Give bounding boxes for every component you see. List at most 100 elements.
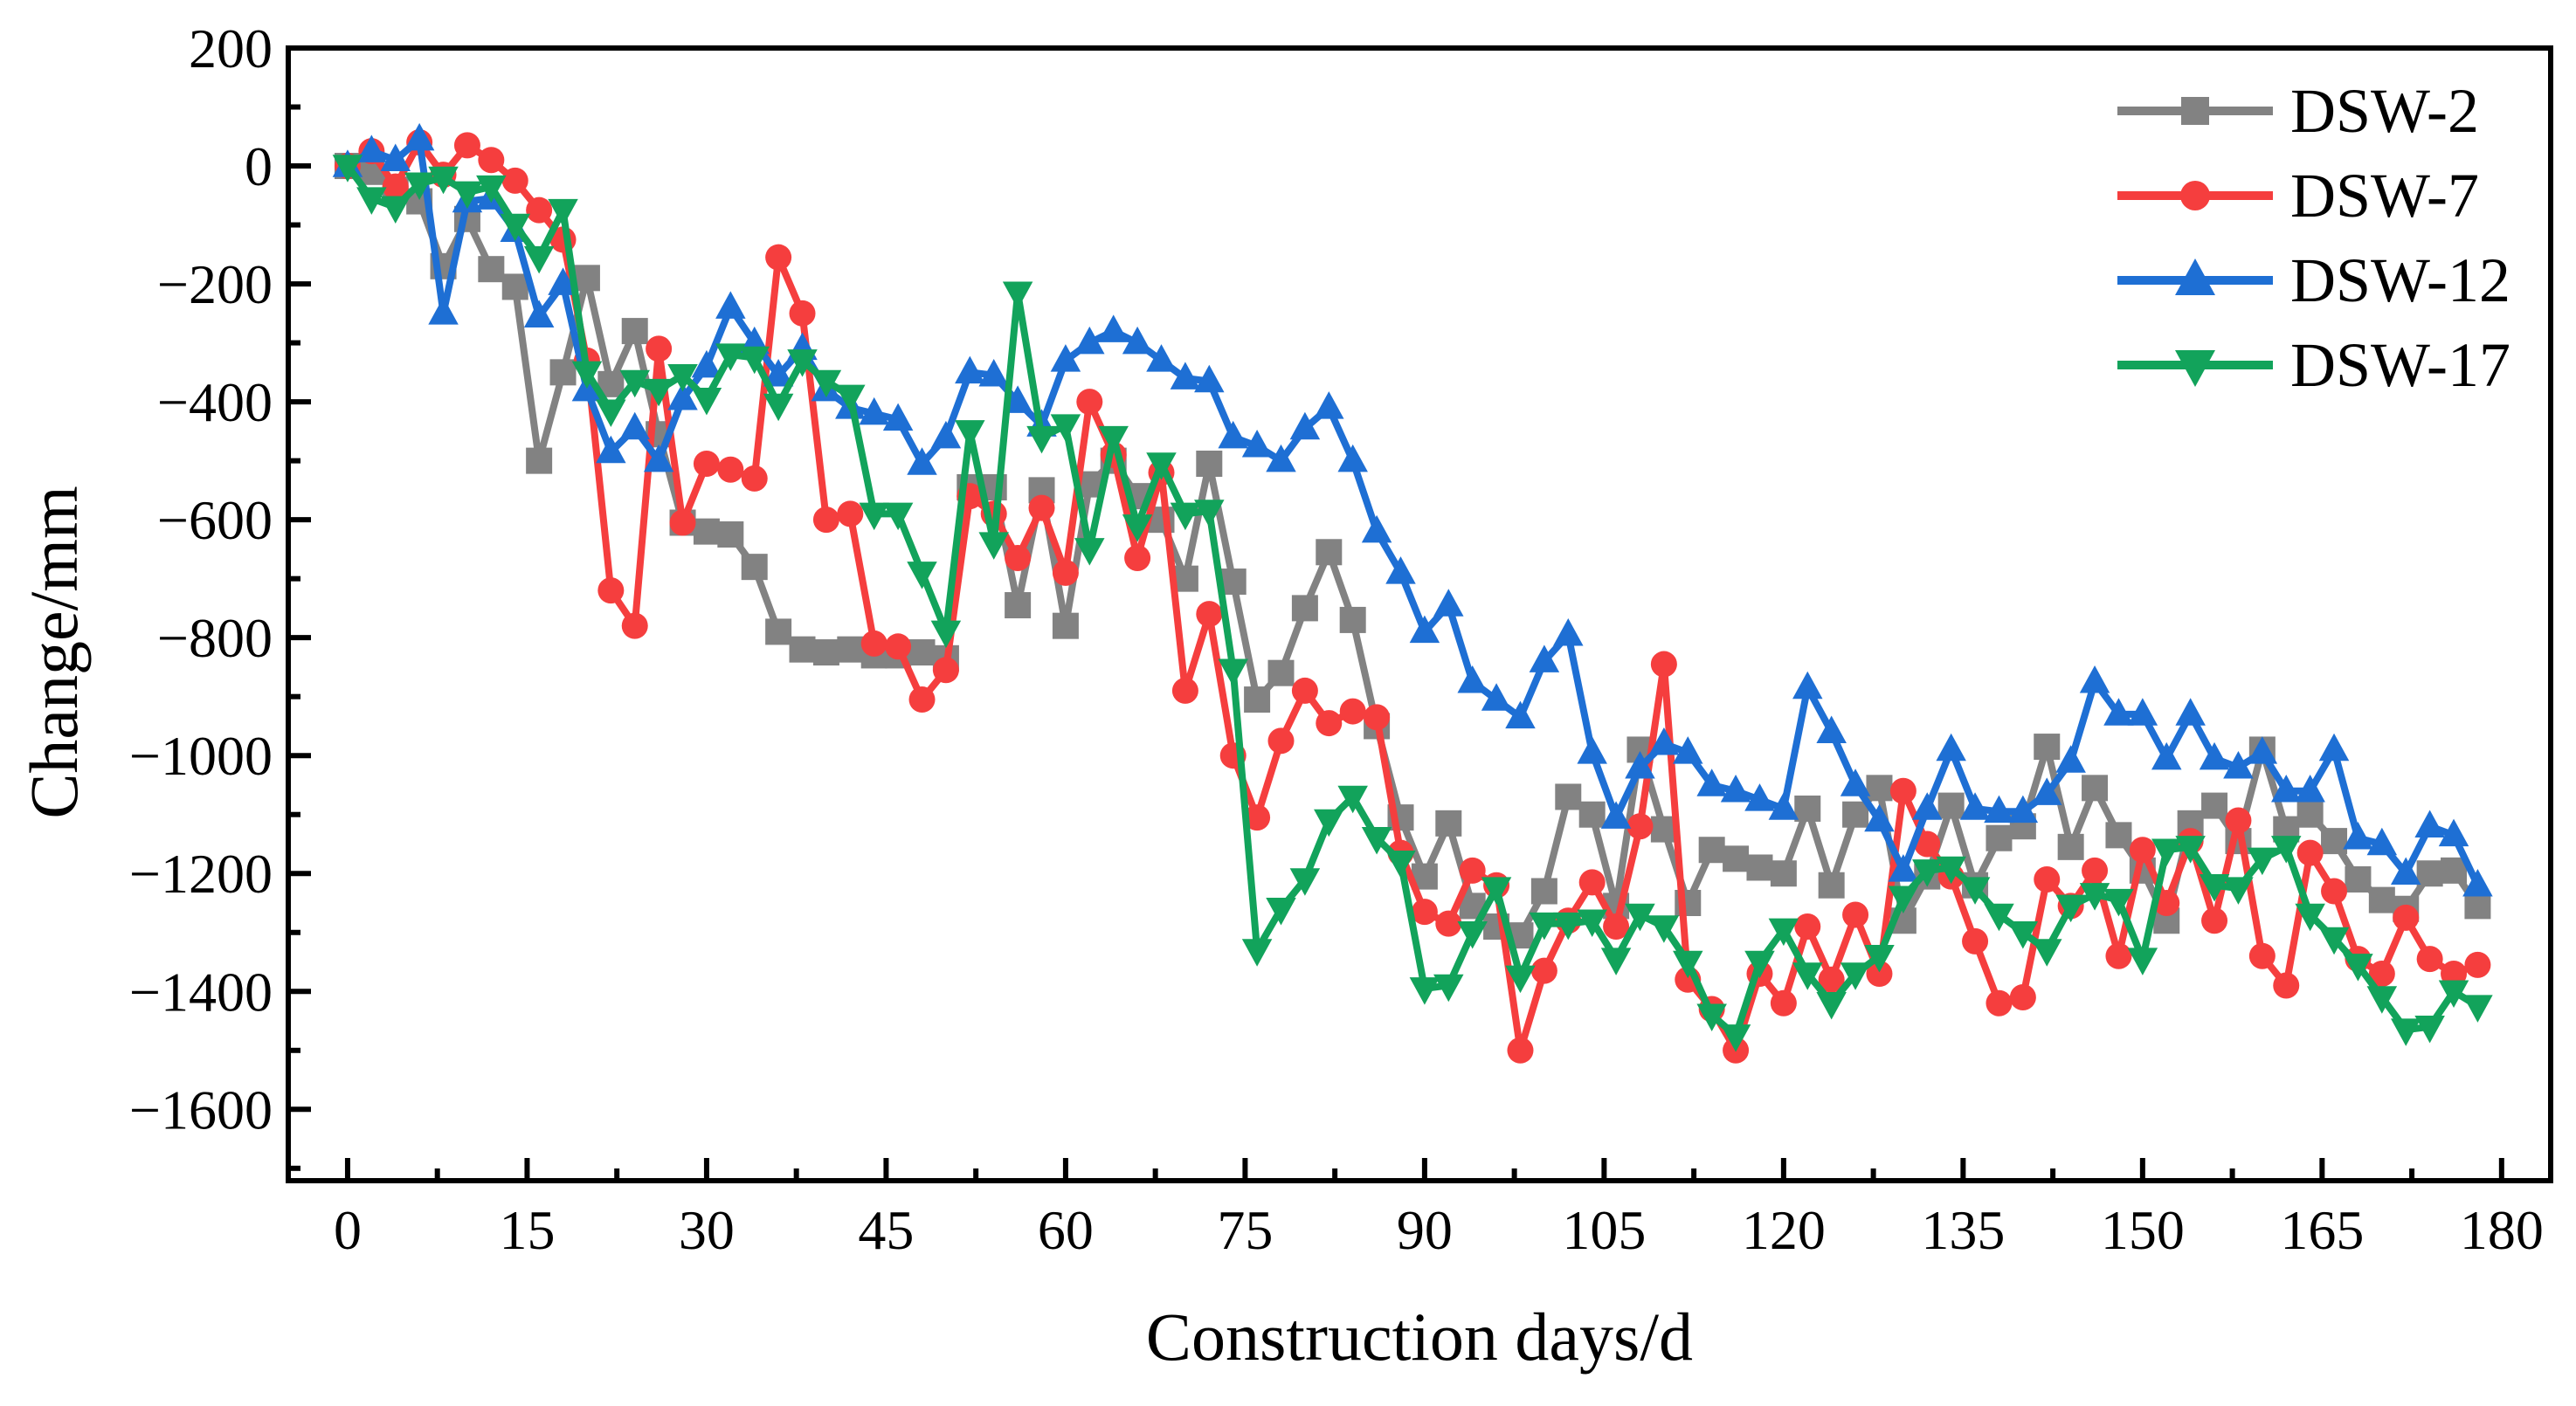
series-DSW-17-marker <box>404 172 435 201</box>
series-DSW-12-marker <box>667 382 698 410</box>
series-DSW-12-marker <box>1481 683 1512 711</box>
series-DSW-17-marker <box>907 562 937 589</box>
series-DSW-17-marker <box>1409 977 1440 1005</box>
series-DSW-12-marker <box>2462 868 2493 897</box>
series-DSW-2-marker <box>2368 886 2395 913</box>
series-DSW-17-marker <box>667 363 698 392</box>
series-DSW-12-marker <box>1959 792 1991 820</box>
series-DSW-12-marker <box>1266 444 1296 472</box>
series-DSW-2-marker <box>1746 854 1773 881</box>
series-DSW-12-marker <box>1600 801 1632 829</box>
series-DSW-2-marker <box>1196 450 1223 477</box>
series-DSW-7-marker <box>2416 946 2443 973</box>
series-DSW-12-marker <box>1912 792 1943 820</box>
x-tick-label: 105 <box>1562 1199 1646 1261</box>
series-DSW-12-marker <box>619 411 650 440</box>
series-DSW-12-marker <box>930 420 962 449</box>
series-DSW-2-marker <box>1435 810 1462 837</box>
series-DSW-12-marker <box>1433 589 1464 617</box>
series-DSW-2-marker <box>1267 659 1295 686</box>
series-DSW-17-marker <box>1266 897 1296 926</box>
legend-swatch-dsw-2 <box>2117 96 2273 125</box>
series-DSW-12-marker <box>2295 774 2325 803</box>
series-DSW-2-marker <box>501 273 528 300</box>
series-DSW-17-marker <box>2151 838 2182 866</box>
series-DSW-7-marker <box>382 173 409 200</box>
series-DSW-17-marker <box>1146 452 1177 480</box>
series-DSW-2-marker <box>1937 792 1965 819</box>
series-DSW-7-marker <box>1889 777 1916 804</box>
series-DSW-17-marker <box>1361 826 1392 855</box>
series-DSW-7-marker <box>1770 989 1797 1017</box>
series-DSW-17-marker <box>1481 877 1512 905</box>
series-DSW-2-marker <box>1986 824 2013 851</box>
series-DSW-7-marker <box>1842 901 1869 928</box>
series-DSW-12-marker <box>1170 362 1201 389</box>
series-DSW-12-marker <box>859 396 889 425</box>
series-DSW-17-marker <box>1314 809 1344 837</box>
series-DSW-7-marker <box>693 450 720 477</box>
series-DSW-12-marker <box>1553 618 1584 646</box>
legend-swatch-dsw-12 <box>2117 258 2273 295</box>
series-DSW-17-marker <box>691 387 722 416</box>
series-DSW-12-marker <box>2366 827 2398 856</box>
series-DSW-17-marker <box>1648 915 1680 943</box>
legend-item-dsw-12[interactable]: DSW-12 <box>2112 238 2510 322</box>
series-DSW-2-marker <box>1052 612 1079 639</box>
series-DSW-7-marker <box>1244 804 1271 831</box>
series-DSW-2-marker <box>2082 775 2109 802</box>
series-DSW-17-marker <box>1433 974 1464 1003</box>
x-tick-label: 135 <box>1921 1199 2005 1261</box>
series-DSW-12-marker <box>1720 774 1751 803</box>
series-DSW-17-marker <box>596 399 626 427</box>
series-DSW-17-marker <box>1074 538 1105 566</box>
x-axis-title: Construction days/d <box>1145 1299 1694 1375</box>
series-DSW-17-marker <box>835 384 866 413</box>
plot-border <box>286 45 2553 1183</box>
series-DSW-7-marker <box>1339 698 1366 725</box>
legend-item-dsw-7[interactable]: DSW-7 <box>2112 153 2510 238</box>
legend-marker-square <box>2181 96 2209 125</box>
series-DSW-7-marker <box>2393 904 2420 931</box>
y-tick-label: −600 <box>157 489 273 551</box>
series-DSW-2-marker <box>741 554 768 581</box>
legend-label: DSW-17 <box>2290 329 2510 400</box>
series-DSW-7-marker <box>2034 865 2061 893</box>
series-DSW-17-marker <box>548 198 578 227</box>
series-DSW-12-marker <box>1122 326 1153 355</box>
series-DSW-7-marker <box>908 686 936 713</box>
series-DSW-2-marker <box>549 359 577 386</box>
series-DSW-2-marker <box>478 256 505 283</box>
y-tick-label: 0 <box>245 135 273 197</box>
series-DSW-7-marker <box>2129 837 2156 864</box>
series-DSW-17-marker <box>2103 888 2134 917</box>
series-DSW-17-marker <box>1529 912 1560 941</box>
series-DSW-12-marker <box>1696 768 1727 796</box>
series-DSW-12-marker <box>1936 733 1966 762</box>
series-DSW-7-marker <box>1866 961 1893 988</box>
series-DSW-7-marker <box>765 244 792 271</box>
series-DSW-12-marker <box>1792 671 1823 700</box>
series-DSW-12-marker <box>955 355 985 384</box>
series-DSW-12-marker <box>643 444 674 472</box>
legend-item-dsw-17[interactable]: DSW-17 <box>2112 322 2510 407</box>
series-DSW-12-marker <box>1816 715 1847 743</box>
series-DSW-17-marker <box>2295 903 2325 932</box>
series-DSW-17-marker <box>1002 281 1033 309</box>
series-DSW-17-marker <box>1600 948 1632 975</box>
series-DSW-12-marker <box>2127 698 2158 726</box>
series-DSW-7-marker <box>2009 984 2036 1011</box>
series-DSW-17-marker <box>1864 945 1895 973</box>
series-DSW-17-marker <box>1098 425 1129 454</box>
series-DSW-7-marker <box>2321 878 2348 905</box>
series-DSW-2-marker <box>1770 860 1797 887</box>
series-DSW-17-marker <box>1122 514 1153 542</box>
series-DSW-7-marker <box>741 465 768 492</box>
series-DSW-12-marker <box>2032 777 2062 805</box>
series-DSW-7-marker <box>453 132 480 159</box>
series-DSW-12-marker <box>1074 326 1105 355</box>
series-DSW-12-marker <box>1241 429 1273 458</box>
legend-item-dsw-2[interactable]: DSW-2 <box>2112 68 2510 153</box>
series-DSW-12-marker <box>1409 615 1440 644</box>
